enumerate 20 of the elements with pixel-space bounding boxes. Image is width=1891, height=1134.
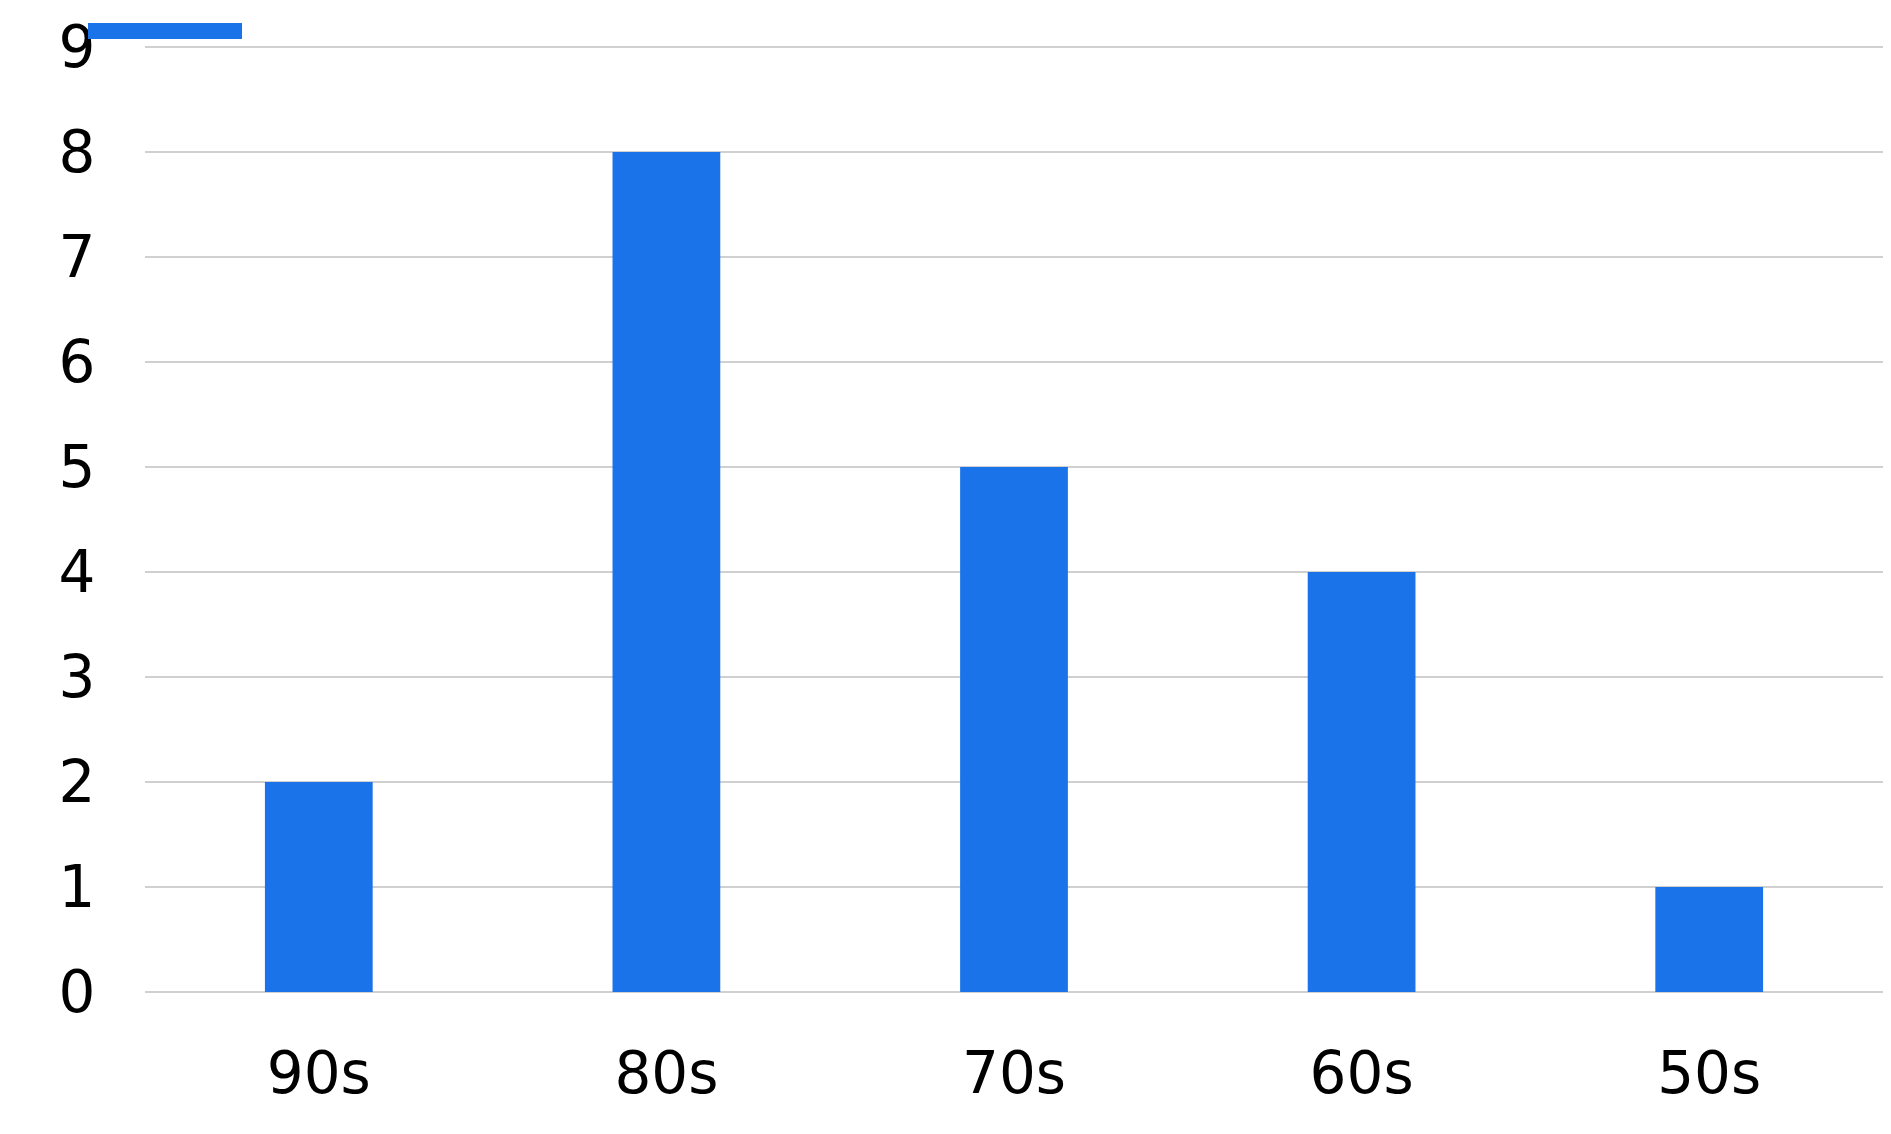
x-tick-label: 70s xyxy=(961,1039,1067,1107)
y-tick-label: 9 xyxy=(58,13,96,81)
x-tick-label: 50s xyxy=(1657,1039,1762,1107)
bar xyxy=(960,467,1068,992)
y-tick-label: 8 xyxy=(58,118,96,186)
x-tick-label: 90s xyxy=(266,1039,371,1107)
bar xyxy=(264,782,373,992)
x-tick-label: 80s xyxy=(614,1039,719,1107)
y-tick-label: 2 xyxy=(58,748,96,816)
bar xyxy=(612,152,721,992)
x-tick-label: 60s xyxy=(1309,1039,1414,1107)
y-tick-label: 0 xyxy=(58,958,96,1026)
y-tick-label: 4 xyxy=(58,538,96,606)
bar xyxy=(1655,887,1764,992)
bar xyxy=(1307,572,1416,992)
y-tick-label: 1 xyxy=(58,853,96,921)
y-tick-label: 7 xyxy=(58,223,96,291)
y-tick-label: 5 xyxy=(58,433,96,501)
y-tick-label: 6 xyxy=(58,328,96,396)
y-tick-label: 3 xyxy=(58,643,96,711)
